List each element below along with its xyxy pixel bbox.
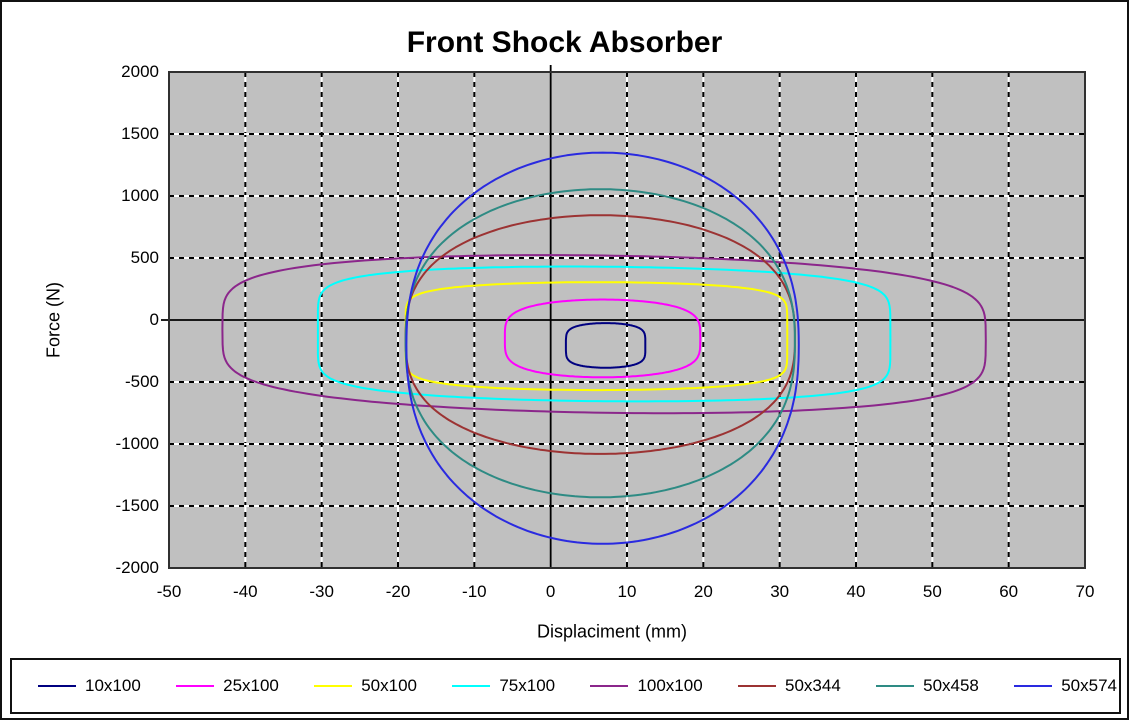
x-tick-label: -10 — [462, 582, 487, 601]
y-tick-label: -1000 — [115, 434, 159, 453]
legend: 10x100 25x100 50x100 75x100 100x100 50x344 50x… — [10, 658, 1121, 714]
legend-item: 100x100 — [590, 676, 703, 696]
legend-item: 50x344 — [738, 676, 841, 696]
legend-item: 75x100 — [452, 676, 555, 696]
chart-title: Front Shock Absorber — [406, 26, 723, 59]
x-tick-label: 30 — [770, 582, 790, 601]
legend-label: 50x344 — [785, 676, 841, 695]
legend-line-sample — [876, 685, 915, 687]
x-axis-title: Displaciment (mm) — [536, 621, 688, 642]
x-tick-label: 40 — [846, 582, 866, 601]
legend-item: 50x458 — [876, 676, 979, 696]
series-curve-25x100 — [503, 298, 702, 379]
y-tick-label: -1500 — [115, 496, 159, 515]
legend-label: 50x100 — [361, 676, 417, 695]
legend-line-sample — [314, 685, 353, 687]
x-tick-label: 20 — [693, 582, 713, 601]
y-tick-label: -2000 — [115, 558, 159, 577]
plot-area — [161, 65, 1086, 569]
y-tick-label: 500 — [130, 248, 159, 267]
legend-line-sample — [1014, 685, 1053, 687]
series-curve-75x100 — [316, 265, 892, 403]
y-tick-label: 1500 — [121, 124, 159, 143]
legend-item: 10x100 — [38, 676, 141, 696]
y-tick-label: 1000 — [121, 186, 159, 205]
legend-label: 75x100 — [499, 676, 556, 695]
series-curve-50x100 — [404, 281, 789, 392]
legend-item: 25x100 — [176, 676, 279, 696]
y-tick-label: 0 — [149, 310, 159, 329]
legend-item: 50x100 — [314, 676, 417, 696]
legend-line-sample — [590, 685, 629, 687]
legend-item: 50x574 — [1014, 676, 1117, 696]
series-curve-50x458 — [404, 188, 796, 499]
legend-line-sample — [452, 685, 491, 687]
legend-label: 25x100 — [223, 676, 279, 695]
x-tick-label: 60 — [999, 582, 1019, 601]
legend-line-sample — [38, 685, 76, 687]
legend-label: 50x574 — [1061, 676, 1117, 695]
legend-label: 100x100 — [637, 676, 703, 695]
legend-label: 50x458 — [923, 676, 979, 695]
x-tick-label: -40 — [233, 582, 258, 601]
series-curve-100x100 — [221, 254, 987, 415]
y-tick-label: 2000 — [121, 62, 159, 81]
x-tick-label: 70 — [1075, 582, 1095, 601]
x-tick-label: -50 — [156, 582, 182, 601]
y-tick-label: -500 — [124, 372, 159, 391]
legend-label: 10x100 — [85, 676, 141, 695]
legend-line-sample — [738, 685, 776, 687]
x-tick-label: -20 — [385, 582, 411, 601]
series-curve-10x100 — [564, 322, 647, 369]
x-tick-label: 0 — [545, 582, 556, 601]
x-tick-label: -30 — [309, 582, 334, 601]
series-curve-50x344 — [404, 214, 796, 455]
x-tick-label: 10 — [617, 582, 637, 601]
plot-frame-border — [168, 71, 1086, 569]
y-axis-title: Force (N) — [43, 282, 64, 358]
x-tick-label: 50 — [922, 582, 942, 601]
legend-line-sample — [176, 685, 215, 687]
series-curve-50x574 — [405, 151, 800, 545]
